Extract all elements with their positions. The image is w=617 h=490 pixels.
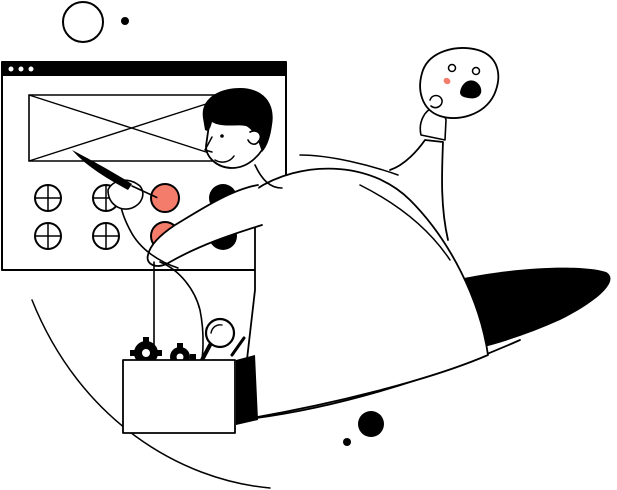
decorative-circles-top bbox=[62, 1, 129, 43]
mask-eye-left bbox=[447, 63, 457, 73]
person-left-arm bbox=[146, 184, 263, 267]
window-dot-1 bbox=[8, 66, 14, 72]
toolbox-strap bbox=[159, 261, 204, 366]
person-hair bbox=[202, 88, 273, 152]
window-dot-2 bbox=[18, 66, 24, 72]
gear-icon-1 bbox=[130, 337, 162, 365]
person-right-arm bbox=[389, 139, 449, 241]
grid-button-accent-1 bbox=[150, 183, 180, 213]
magnifier-icon bbox=[200, 317, 236, 362]
decorative-swoosh-curve bbox=[31, 299, 271, 489]
grid-button-crosshair-4 bbox=[92, 222, 120, 250]
person bbox=[72, 88, 489, 421]
toolbox-body bbox=[122, 359, 236, 434]
person-torso bbox=[239, 167, 489, 421]
mask-mouth bbox=[460, 80, 482, 99]
sad-face-mask bbox=[419, 47, 500, 119]
grid-button-crosshair-1 bbox=[34, 184, 62, 212]
mask-eye-right bbox=[471, 66, 481, 76]
window-dot-3 bbox=[28, 66, 34, 72]
pencil-tool bbox=[230, 336, 246, 357]
decorative-circles-bottom bbox=[343, 411, 384, 446]
grid-button-crosshair-3 bbox=[34, 222, 62, 250]
browser-titlebar bbox=[2, 62, 286, 76]
mask-cheek bbox=[443, 77, 451, 85]
paint-brush bbox=[72, 150, 163, 202]
toolbox bbox=[122, 317, 258, 434]
